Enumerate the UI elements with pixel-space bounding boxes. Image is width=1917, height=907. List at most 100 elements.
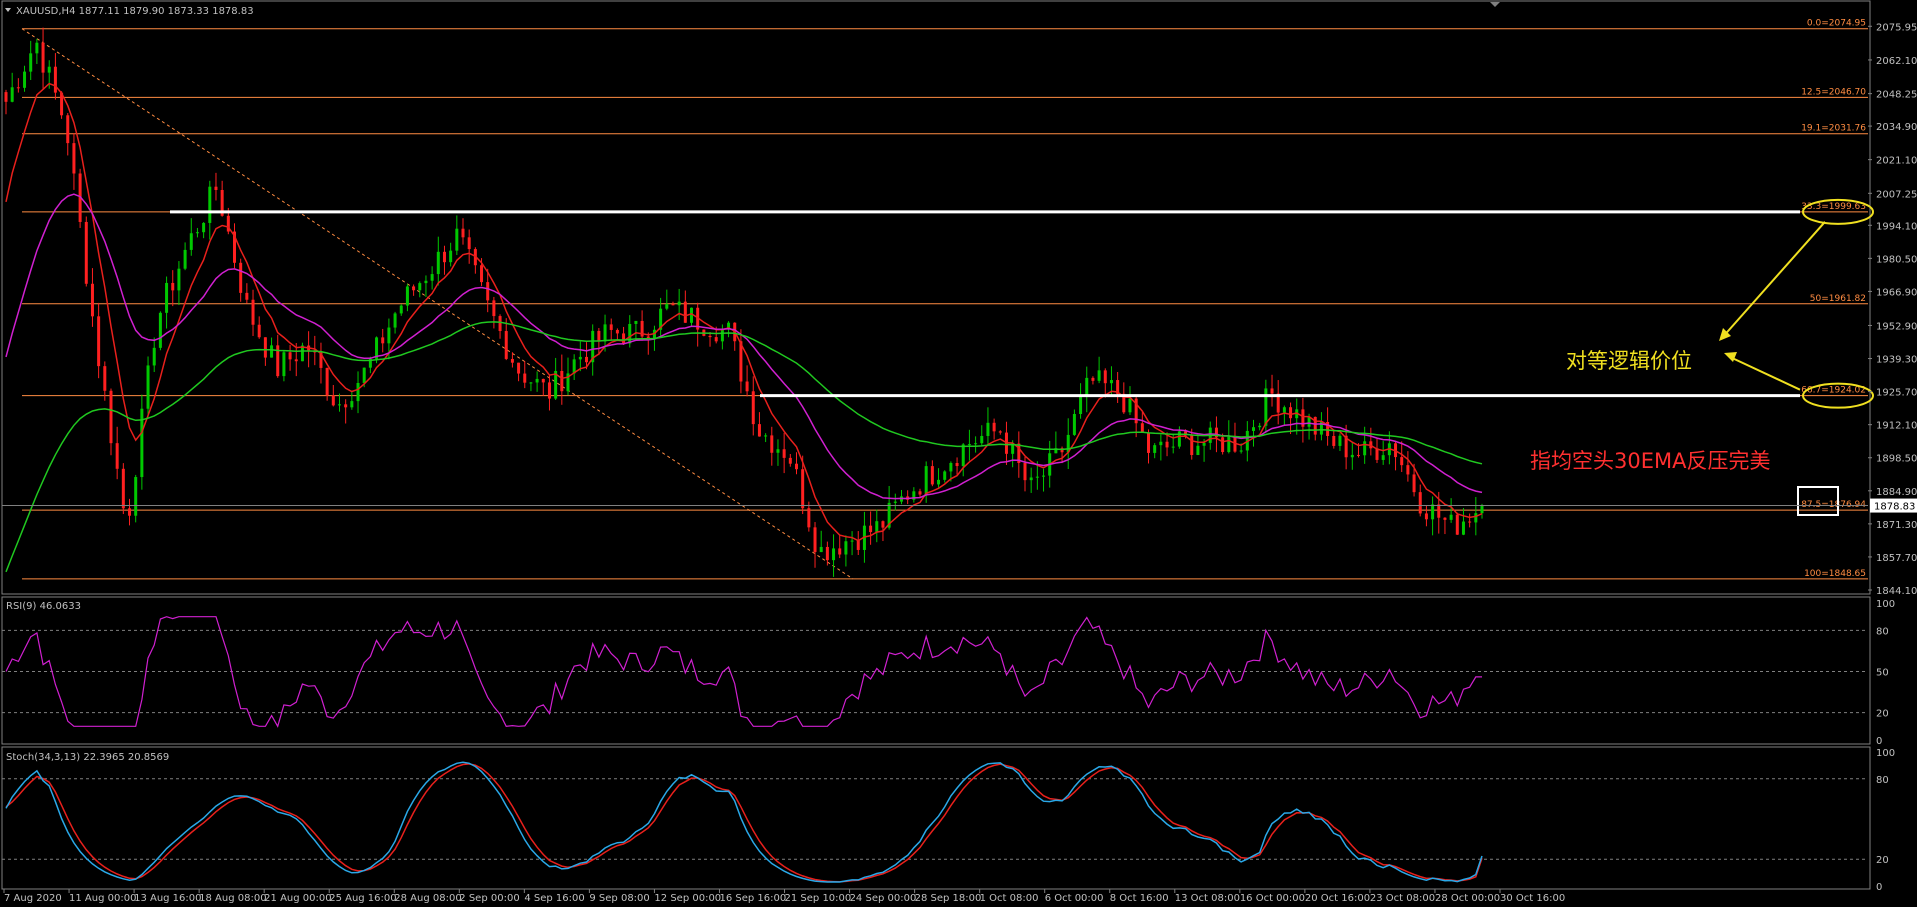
stoch-tick-label: 0 xyxy=(1876,882,1882,893)
candle-body xyxy=(918,491,922,495)
candle-body xyxy=(300,345,304,362)
candle-body xyxy=(838,548,842,555)
candle-body xyxy=(665,303,669,309)
candle-body xyxy=(4,92,8,102)
fib-level-label: 66.7=1924.02 xyxy=(1801,386,1866,396)
candle-body xyxy=(158,312,162,348)
fib-level-label: 33.3=1999.63 xyxy=(1801,202,1866,212)
candle-body xyxy=(325,367,329,396)
stoch-signal-line xyxy=(5,763,1483,883)
candle-body xyxy=(1202,442,1206,446)
candle-body xyxy=(1375,448,1379,460)
candle-body xyxy=(529,382,533,384)
candle-body xyxy=(331,395,335,406)
price-tick-label: 1857.70 xyxy=(1876,553,1917,564)
highlight-ellipse-lower[interactable] xyxy=(1802,382,1874,409)
time-tick-label: 30 Oct 16:00 xyxy=(1500,893,1565,904)
candle-body xyxy=(103,366,107,391)
candle-body xyxy=(405,286,409,306)
candle-body xyxy=(1264,388,1268,426)
candle-body xyxy=(60,92,64,116)
candle-body xyxy=(1079,396,1083,414)
dropdown-triangle-icon[interactable] xyxy=(5,8,11,12)
arrow-line-upper[interactable] xyxy=(1720,221,1826,340)
symbol-header: XAUUSD,H4 1877.11 1879.90 1873.33 1878.8… xyxy=(16,6,254,17)
time-tick-label: 28 Aug 08:00 xyxy=(394,893,461,904)
highlight-ellipse-upper[interactable] xyxy=(1802,198,1874,225)
price-tick-label: 1994.10 xyxy=(1876,221,1917,232)
fibonacci-retracement[interactable]: 0.0=2074.95 12.5=2046.70 19.1=2031.76 33.3=… xyxy=(21,19,1868,580)
candle-body xyxy=(893,501,897,503)
time-tick-label: 21 Sep 10:00 xyxy=(785,893,852,904)
candle-body xyxy=(708,335,712,338)
fib-level-label: 19.1=2031.76 xyxy=(1801,124,1866,134)
price-axis[interactable]: 2075.95 2062.10 2048.25 2034.90 2021.10 2007.… xyxy=(1868,22,1917,597)
candle-body xyxy=(572,359,576,374)
price-tick-label: 1966.90 xyxy=(1876,287,1917,298)
candle-body xyxy=(146,365,150,409)
price-tick-label: 1898.50 xyxy=(1876,454,1917,465)
arrow-line-lower[interactable] xyxy=(1729,356,1801,391)
candle-body xyxy=(937,479,941,485)
candle-body xyxy=(480,265,484,283)
candle-body xyxy=(1449,514,1453,520)
candle-body xyxy=(1412,474,1416,493)
candle-body xyxy=(1319,421,1323,435)
candle-body xyxy=(492,300,496,317)
highlight-box-current[interactable] xyxy=(1797,486,1839,516)
time-tick-label: 18 Aug 08:00 xyxy=(199,893,266,904)
candle-body xyxy=(202,222,206,233)
candle-body xyxy=(140,408,144,478)
rsi-indicator: 100 80 50 20 0 xyxy=(2,599,1895,747)
candle-body xyxy=(1313,416,1317,435)
price-tick-label: 2048.25 xyxy=(1876,90,1917,101)
candle-body xyxy=(615,329,619,334)
candle-body xyxy=(1424,513,1428,520)
candle-body xyxy=(770,435,774,453)
candle-body xyxy=(84,221,88,284)
candle-body xyxy=(387,327,391,344)
price-tick-label: 2007.25 xyxy=(1876,189,1917,200)
time-tick-label: 20 Oct 16:00 xyxy=(1305,893,1370,904)
candle-body xyxy=(875,521,879,533)
candle-body xyxy=(29,53,33,72)
candle-body xyxy=(1221,437,1225,453)
candle-body xyxy=(961,444,965,467)
candle-body xyxy=(430,274,434,281)
candle-body xyxy=(683,301,687,323)
candle-body xyxy=(727,322,731,329)
candle-body xyxy=(455,228,459,251)
candle-body xyxy=(585,356,589,363)
rsi-tick-label: 80 xyxy=(1876,626,1889,637)
candle-body xyxy=(1097,370,1101,381)
candle-body xyxy=(498,316,502,332)
candle-body xyxy=(776,449,780,453)
time-tick-label: 8 Oct 16:00 xyxy=(1110,893,1169,904)
candle-body xyxy=(344,404,348,408)
candle-body xyxy=(412,286,416,291)
candle-body xyxy=(980,435,984,444)
candle-body xyxy=(66,115,70,144)
candle-body xyxy=(1363,441,1367,456)
drawn-objects[interactable] xyxy=(2,198,1874,516)
candle-body xyxy=(930,466,934,485)
candle-body xyxy=(1270,388,1274,394)
candle-body xyxy=(1307,416,1311,427)
candle-body xyxy=(764,435,768,437)
candle-body xyxy=(152,347,156,366)
candle-body xyxy=(677,301,681,306)
candle-body xyxy=(1128,398,1132,413)
candle-body xyxy=(41,42,45,73)
candle-body xyxy=(1072,413,1076,435)
arrowhead-lower-icon xyxy=(1724,352,1737,362)
candle-body xyxy=(251,299,255,325)
candle-body xyxy=(622,333,626,344)
rsi-tick-label: 100 xyxy=(1876,599,1895,610)
candle-body xyxy=(10,87,14,102)
candle-body xyxy=(214,186,218,190)
price-tick-label: 1912.10 xyxy=(1876,421,1917,432)
candle-body xyxy=(1406,465,1410,475)
